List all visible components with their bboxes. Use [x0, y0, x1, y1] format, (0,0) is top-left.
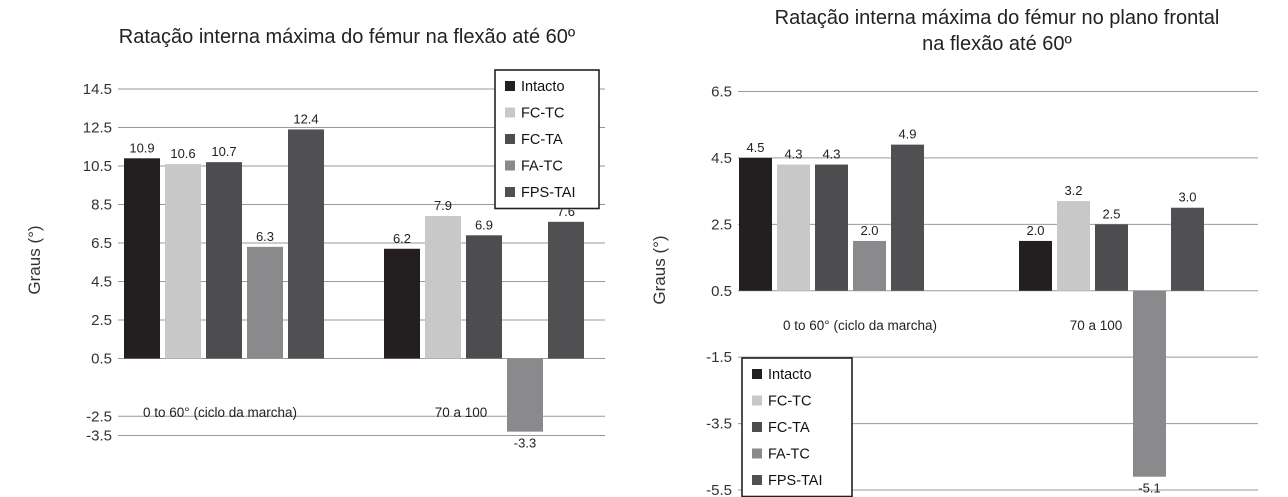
- bar: [853, 240, 886, 291]
- legend-entry: Intacto: [768, 367, 812, 383]
- data-label: 10.7: [211, 144, 236, 159]
- y-tick-label: -3.5: [86, 428, 112, 445]
- y-tick-label: 4.5: [91, 274, 112, 291]
- legend-swatch: [752, 475, 762, 485]
- legend-entry: FA-TC: [768, 447, 810, 463]
- legend-swatch: [505, 107, 515, 118]
- chart-right: Ratação interna máxima do fémur no plano…: [650, 7, 1258, 497]
- data-label: 4.5: [746, 140, 764, 155]
- y-tick-label: 2.5: [91, 312, 112, 329]
- chart-title-line-2: na flexão até 60º: [922, 33, 1072, 55]
- legend-entry: FPS-TAI: [768, 473, 823, 489]
- y-tick-label: 4.5: [711, 150, 732, 167]
- bar: [548, 221, 584, 359]
- legend-entry: FC-TC: [768, 394, 812, 410]
- data-label: 10.6: [170, 146, 195, 161]
- bar: [425, 216, 461, 359]
- data-label: 6.9: [475, 217, 493, 232]
- legend-entry: FC-TC: [521, 106, 565, 122]
- data-label: 12.4: [293, 111, 318, 126]
- legend-entry: FA-TC: [521, 159, 563, 175]
- y-tick-label: 8.5: [91, 197, 112, 214]
- legend-entry: FPS-TAI: [521, 185, 576, 201]
- data-label: 7.9: [434, 198, 452, 213]
- y-tick-label: -5.5: [706, 482, 732, 497]
- data-label: 6.2: [393, 231, 411, 246]
- data-label: 3.2: [1064, 183, 1082, 198]
- bar: [891, 144, 924, 291]
- category-label: 0 to 60° (ciclo da marcha): [143, 405, 297, 420]
- bar: [124, 158, 160, 359]
- legend-swatch: [752, 369, 762, 379]
- legend-swatch: [752, 422, 762, 432]
- bar: [288, 129, 324, 359]
- y-tick-label: 10.5: [83, 158, 112, 175]
- y-tick-label: 2.5: [711, 216, 732, 233]
- bar: [739, 157, 772, 291]
- y-axis-label: Graus (°): [650, 235, 669, 304]
- bar: [1095, 224, 1128, 291]
- y-axis-label: Graus (°): [25, 225, 44, 294]
- y-tick-label: 14.5: [83, 81, 112, 98]
- legend-swatch: [505, 134, 515, 144]
- bar: [507, 358, 543, 432]
- legend-swatch: [505, 160, 515, 171]
- chart-title: Ratação interna máxima do fémur na flexã…: [119, 26, 576, 48]
- bar: [384, 248, 420, 359]
- bar: [777, 164, 810, 291]
- legend-swatch: [505, 81, 515, 91]
- data-label: 2.0: [860, 223, 878, 238]
- bar: [466, 235, 502, 359]
- bar: [1171, 207, 1204, 291]
- chart-left: Ratação interna máxima do fémur na flexã…: [25, 26, 605, 451]
- legend-swatch: [752, 395, 762, 406]
- chart-title-line-1: Ratação interna máxima do fémur no plano…: [775, 7, 1220, 29]
- data-label: 2.0: [1026, 223, 1044, 238]
- y-tick-label: 12.5: [83, 120, 112, 137]
- data-label: 6.3: [256, 229, 274, 244]
- bar: [165, 164, 201, 359]
- data-label: 3.0: [1178, 190, 1196, 205]
- legend-entry: Intacto: [521, 79, 565, 95]
- legend-entry: FC-TA: [768, 420, 810, 436]
- data-label: -5.1: [1138, 481, 1160, 496]
- bar: [206, 162, 242, 359]
- y-tick-label: -1.5: [706, 349, 732, 366]
- y-tick-label: -3.5: [706, 416, 732, 433]
- y-tick-label: -2.5: [86, 408, 112, 425]
- data-label: 10.9: [129, 140, 154, 155]
- bar: [1133, 290, 1166, 477]
- y-tick-label: 0.5: [91, 351, 112, 368]
- legend-swatch: [752, 448, 762, 459]
- data-label: 2.5: [1102, 206, 1120, 221]
- category-label: 70 a 100: [1070, 318, 1123, 333]
- data-label: -3.3: [514, 436, 536, 451]
- data-label: 4.3: [784, 147, 802, 162]
- legend-swatch: [505, 187, 515, 197]
- y-tick-label: 6.5: [711, 84, 732, 101]
- legend-entry: FC-TA: [521, 132, 563, 148]
- category-label: 70 a 100: [435, 405, 488, 420]
- data-label: 4.9: [898, 127, 916, 142]
- bar: [1057, 201, 1090, 291]
- category-label: 0 to 60° (ciclo da marcha): [783, 318, 937, 333]
- bar: [1019, 240, 1052, 291]
- data-label: 4.3: [822, 147, 840, 162]
- y-tick-label: 0.5: [711, 283, 732, 300]
- bar: [247, 246, 283, 359]
- bar: [815, 164, 848, 291]
- y-tick-label: 6.5: [91, 235, 112, 252]
